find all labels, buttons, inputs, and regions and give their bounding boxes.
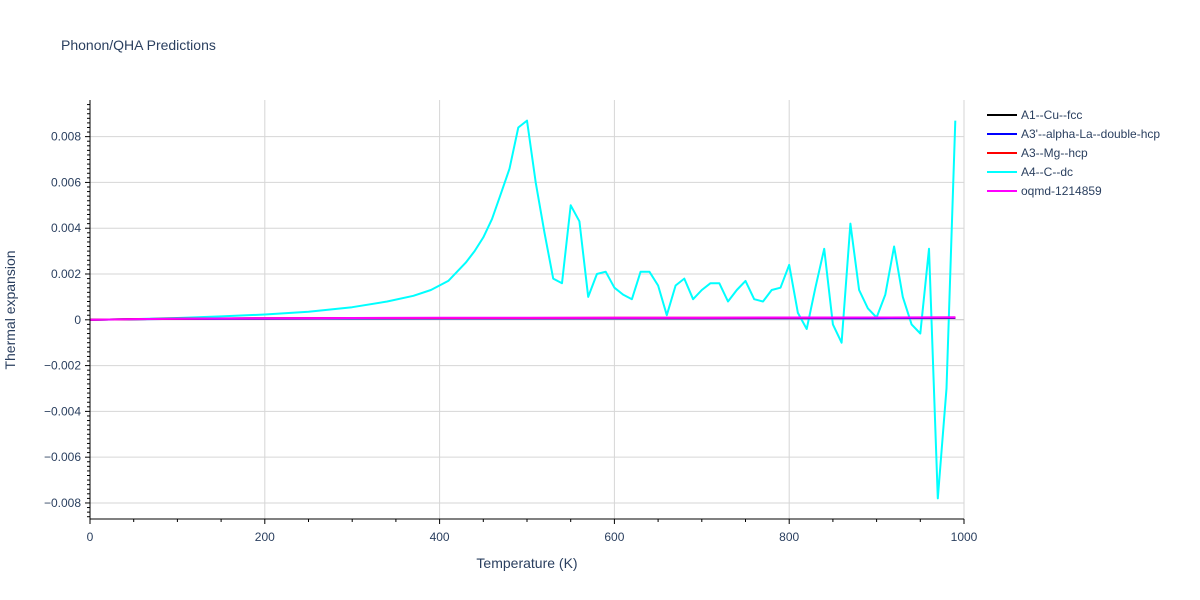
- x-tick-label: 0: [87, 530, 94, 544]
- y-tick-label: −0.004: [44, 404, 81, 418]
- grid-lines: [90, 100, 965, 519]
- legend-item[interactable]: A3--Mg--hcp: [987, 146, 1088, 160]
- y-tick-label: 0.004: [51, 221, 81, 235]
- series-line-oqmd-1214859: [89, 316, 956, 321]
- legend-label: A1--Cu--fcc: [1021, 108, 1082, 122]
- legend-label: A3--Mg--hcp: [1021, 146, 1088, 160]
- y-tick-label: −0.002: [44, 359, 81, 373]
- legend-item[interactable]: A4--C--dc: [987, 165, 1073, 179]
- x-axis-title: Temperature (K): [476, 555, 577, 571]
- legend-label: A4--C--dc: [1021, 165, 1073, 179]
- legend-label: oqmd-1214859: [1021, 184, 1102, 198]
- y-tick-label: −0.006: [44, 450, 81, 464]
- y-tick-label: 0.006: [51, 175, 81, 189]
- y-tick-label: 0.008: [51, 130, 81, 144]
- legend[interactable]: A1--Cu--fcc A3'--alpha-La--double-hcp A3--…: [987, 108, 1160, 198]
- legend-item[interactable]: A1--Cu--fcc: [987, 108, 1082, 122]
- x-tick-label: 200: [255, 530, 275, 544]
- legend-item[interactable]: A3'--alpha-La--double-hcp: [987, 127, 1160, 141]
- y-axis-title: Thermal expansion: [2, 250, 18, 369]
- x-tick-label: 800: [779, 530, 799, 544]
- plot-area: [89, 119, 957, 500]
- axes: 0 200 400 600 800 1000 −0.008 −0.006 −0.004 −0.00…: [44, 100, 978, 544]
- x-tick-label: 1000: [951, 530, 978, 544]
- series-line-A4--C--dc: [89, 119, 957, 500]
- y-tick-label: 0.002: [51, 267, 81, 281]
- y-tick-label: −0.008: [44, 496, 81, 510]
- legend-label: A3'--alpha-La--double-hcp: [1021, 127, 1160, 141]
- x-tick-label: 600: [604, 530, 624, 544]
- y-tick-label: 0: [74, 313, 81, 327]
- legend-item[interactable]: oqmd-1214859: [987, 184, 1102, 198]
- chart-title: Phonon/QHA Predictions: [61, 37, 216, 53]
- x-tick-label: 400: [430, 530, 450, 544]
